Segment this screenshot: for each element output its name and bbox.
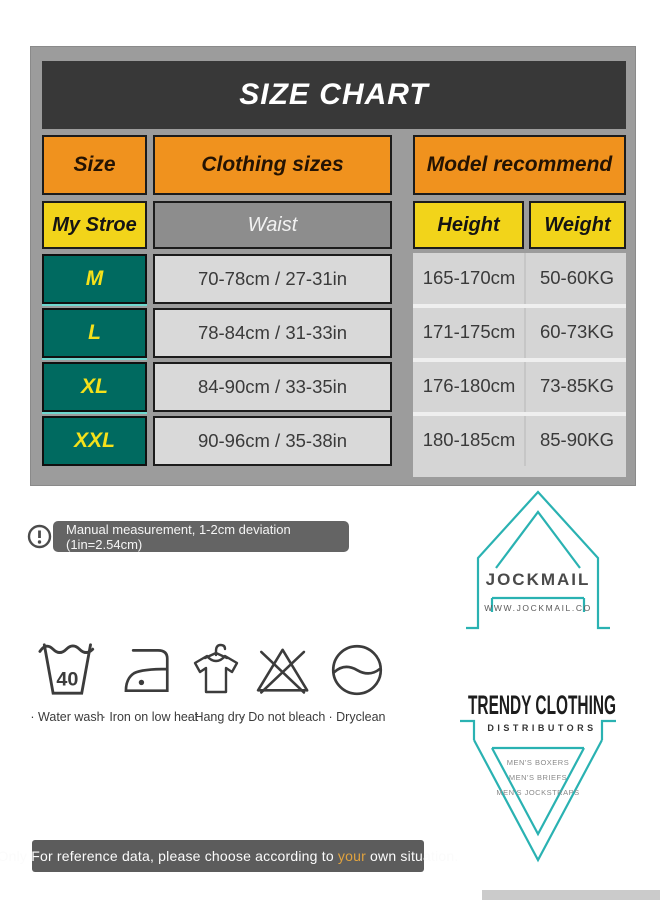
row-accent-line	[42, 412, 147, 414]
weight-value: 73-85KG	[539, 375, 615, 396]
corner-strip	[482, 890, 660, 900]
size-cell-xl: XL	[42, 362, 147, 412]
subheader-height: Height	[413, 201, 524, 249]
care-item-iron: · Iron on low heat	[101, 634, 199, 724]
care-item-do-not-bleach: · Do not bleach	[240, 634, 326, 724]
logo-inner-v	[491, 747, 585, 837]
column-header-model-recommend: Model recommend	[413, 135, 626, 195]
weight-value: 85-90KG	[539, 429, 615, 450]
wash-40-icon: 40	[38, 643, 94, 695]
logo-website-text: WWW.JOCKMAIL.CO	[484, 603, 592, 613]
logo-tagline-text: TRENDY CLOTHING	[468, 690, 616, 720]
subheader-my-store: My Stroe	[42, 201, 147, 249]
footer-text: own situation.	[365, 848, 459, 864]
care-label: · Dryclean	[328, 710, 386, 724]
height-value: 171-175cm	[422, 321, 516, 342]
weight-value: 50-60KG	[539, 267, 615, 288]
logo-subtitle-text: DISTRIBUTORS	[487, 723, 596, 733]
dryclean-icon	[331, 644, 383, 696]
waist-cell: 90-96cm / 35-38in	[153, 416, 392, 466]
jockmail-logo: JOCKMAIL WWW.JOCKMAIL.CO TRENDY CLOTHING…	[460, 490, 616, 863]
logo-inner-chevron	[495, 510, 581, 569]
footer-text: Only For reference data, please choose a…	[0, 848, 338, 864]
size-chart-table: SIZE CHART Size Clothing sizes Model rec…	[30, 46, 636, 486]
do-not-bleach-icon	[257, 648, 309, 694]
care-label: · Iron on low heat	[101, 710, 199, 724]
care-label: · Do not bleach	[240, 710, 326, 724]
waist-cell: 70-78cm / 27-31in	[153, 254, 392, 304]
waist-cell: 84-90cm / 33-35in	[153, 362, 392, 412]
row-accent-line	[42, 358, 147, 360]
subheader-waist: Waist	[153, 201, 392, 249]
care-item-hang-dry: · Hang dry	[186, 634, 246, 724]
waist-cell: 78-84cm / 31-33in	[153, 308, 392, 358]
size-cell-m: M	[42, 254, 147, 304]
size-cell-xxl: XXL	[42, 416, 147, 466]
care-label: · Hang dry	[186, 710, 246, 724]
table-title: SIZE CHART	[239, 78, 429, 111]
model-recommend-panel: 165-170cm 50-60KG 171-175cm 60-73KG 176-…	[413, 253, 626, 477]
height-value: 180-185cm	[422, 429, 516, 450]
logo-product-line: MEN'S BRIEFS	[509, 773, 567, 782]
logo-outer-v	[473, 739, 603, 863]
column-header-clothing-sizes: Clothing sizes	[153, 135, 392, 195]
row-separator	[413, 304, 626, 308]
row-separator	[413, 412, 626, 416]
measurement-note: Manual measurement, 1-2cm deviation (1in…	[53, 521, 349, 552]
logo-product-line: MEN'S BOXERS	[507, 758, 569, 767]
care-label: · Water wash	[30, 710, 104, 724]
table-title-band: SIZE CHART	[42, 61, 626, 129]
exclamation-circle-icon	[27, 524, 52, 549]
hang-dry-icon	[193, 643, 239, 694]
logo-brand-text: JOCKMAIL	[486, 570, 591, 589]
logo-house-outline	[466, 490, 610, 630]
care-item-dryclean: · Dryclean	[326, 634, 388, 724]
height-value: 165-170cm	[422, 267, 516, 288]
footer-highlight: your	[337, 848, 366, 864]
size-cell-l: L	[42, 308, 147, 358]
height-value: 176-180cm	[422, 375, 516, 396]
column-header-size: Size	[42, 135, 147, 195]
logo-product-line: MEN'S JOCKSTRAPS	[496, 788, 579, 797]
measurement-note-text: Manual measurement, 1-2cm deviation (1in…	[66, 521, 291, 552]
row-accent-line	[42, 304, 147, 306]
subheader-weight: Weight	[529, 201, 626, 249]
iron-low-heat-icon	[124, 649, 169, 693]
weight-value: 60-73KG	[539, 321, 615, 342]
wash-temperature: 40	[56, 669, 78, 691]
care-item-water-wash: 40 · Water wash	[30, 634, 104, 724]
logo-banner-brackets	[460, 719, 616, 740]
footer-disclaimer: Only For reference data, please choose a…	[0, 840, 458, 872]
row-separator	[413, 358, 626, 362]
